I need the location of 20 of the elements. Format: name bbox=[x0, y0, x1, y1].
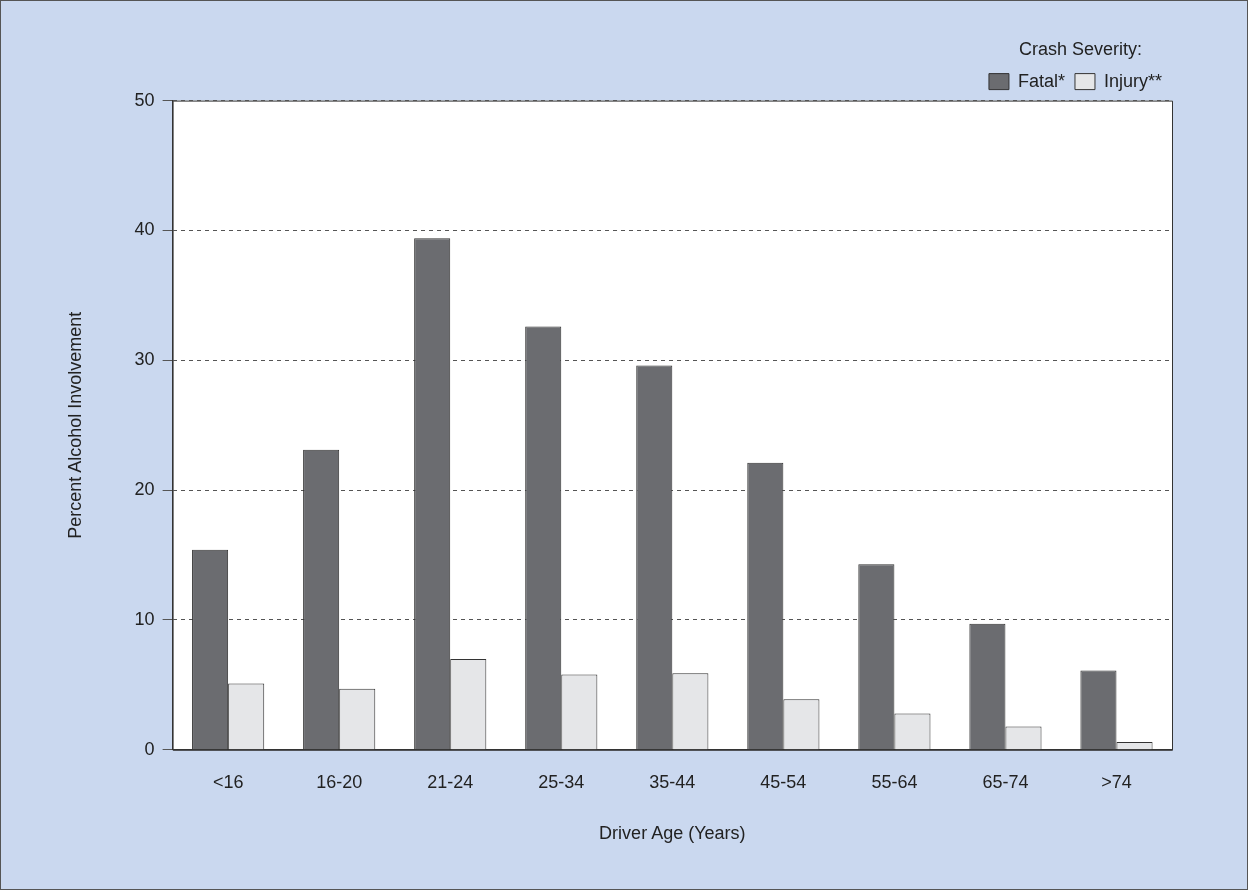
y-tick-label: 0 bbox=[144, 738, 155, 759]
legend-label: Fatal* bbox=[1017, 70, 1065, 91]
y-tick-label: 30 bbox=[134, 349, 155, 370]
x-tick-label: 55-64 bbox=[871, 771, 918, 792]
y-tick-label: 50 bbox=[134, 89, 155, 110]
legend-title: Crash Severity: bbox=[1018, 38, 1142, 59]
y-tick-label: 20 bbox=[134, 479, 155, 500]
y-axis-title: Percent Alcohol Involvement bbox=[64, 311, 85, 539]
legend-label: Injury** bbox=[1103, 70, 1163, 91]
y-tick-label: 40 bbox=[134, 219, 155, 240]
x-tick-label: >74 bbox=[1101, 771, 1132, 792]
x-tick-label: <16 bbox=[212, 771, 244, 792]
x-axis-title: Driver Age (Years) bbox=[599, 823, 746, 844]
x-tick-label: 21-24 bbox=[427, 771, 474, 792]
y-tick-label: 10 bbox=[134, 608, 155, 629]
x-tick-label: 16-20 bbox=[316, 771, 363, 792]
x-tick-label: 25-34 bbox=[538, 771, 585, 792]
x-tick-label: 35-44 bbox=[649, 771, 696, 792]
x-tick-label: 45-54 bbox=[760, 771, 807, 792]
x-tick-label: 65-74 bbox=[982, 771, 1029, 792]
